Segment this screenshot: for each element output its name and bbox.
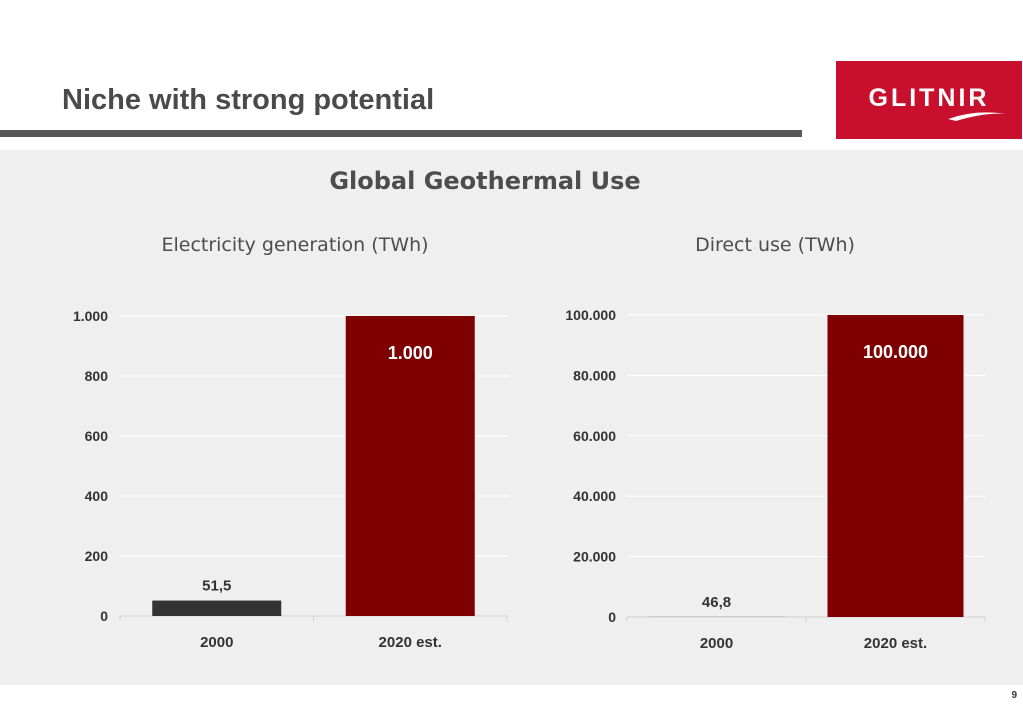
- glitnir-logo: GLITNIR: [836, 61, 1022, 139]
- direct-use-y-tick-label: 100.000: [565, 307, 616, 323]
- slide-title: Niche with strong potential: [62, 84, 435, 116]
- electricity-bar-2020-est-: [345, 316, 475, 616]
- panel-title: Global Geothermal Use: [329, 167, 641, 195]
- direct-use-category-label: 2020 est.: [864, 635, 927, 652]
- direct-use-data-label: 100.000: [863, 342, 928, 362]
- direct-use-chart-title: Direct use (TWh): [695, 234, 855, 256]
- electricity-chart-title: Electricity generation (TWh): [161, 234, 429, 256]
- logo-swoosh: [948, 112, 1006, 121]
- electricity-y-tick-label: 600: [85, 428, 109, 444]
- electricity-y-tick-label: 400: [85, 488, 109, 504]
- logo-text: GLITNIR: [869, 84, 990, 112]
- direct-use-y-tick-label: 40.000: [573, 488, 616, 504]
- direct-use-y-tick-label: 60.000: [573, 428, 616, 444]
- electricity-y-tick-label: 0: [100, 608, 108, 624]
- electricity-y-tick-label: 800: [85, 368, 109, 384]
- direct-use-category-label: 2000: [700, 635, 733, 652]
- electricity-data-label: 1.000: [388, 343, 433, 363]
- direct-use-y-tick-label: 0: [608, 609, 616, 625]
- electricity-y-tick-label: 200: [85, 548, 109, 564]
- page-number: 9: [1011, 690, 1017, 701]
- electricity-data-label: 51,5: [202, 578, 231, 595]
- electricity-y-tick-label: 1.000: [73, 308, 108, 324]
- direct-use-data-label: 46,8: [702, 594, 731, 611]
- direct-use-y-tick-label: 80.000: [573, 367, 616, 383]
- electricity-bar-2000: [152, 600, 282, 616]
- direct-use-bar-2020-est-: [827, 315, 964, 617]
- title-underline: [0, 130, 802, 137]
- electricity-category-label: 2000: [200, 634, 233, 651]
- electricity-category-label: 2020 est.: [379, 634, 442, 651]
- direct-use-y-tick-label: 20.000: [573, 549, 616, 565]
